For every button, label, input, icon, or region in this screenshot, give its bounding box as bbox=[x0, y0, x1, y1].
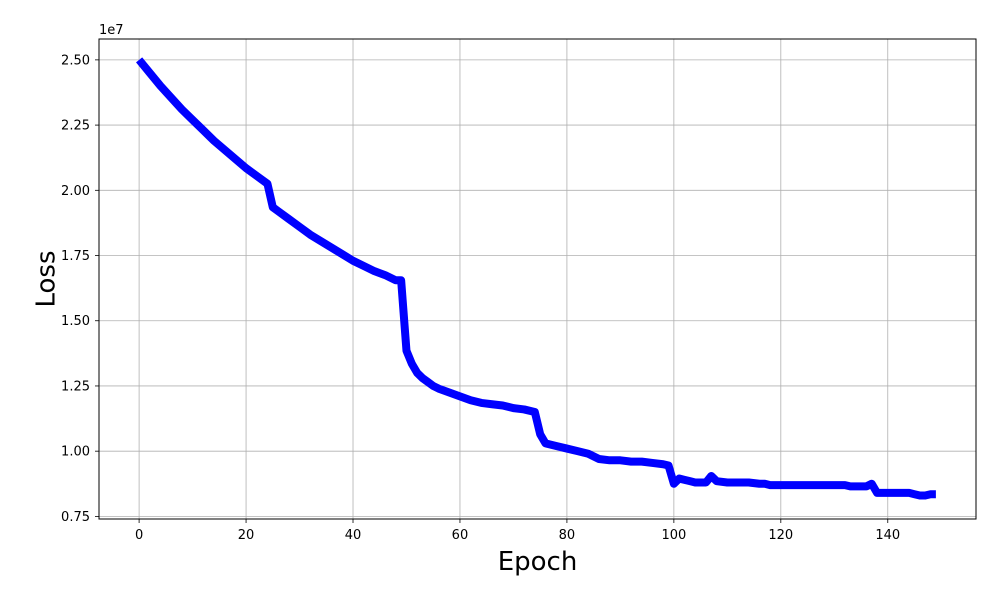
x-tick-label: 140 bbox=[875, 528, 900, 543]
y-tick-label: 2.50 bbox=[61, 53, 90, 68]
y-axis-title: Loss bbox=[32, 250, 62, 307]
y-tick-label: 2.25 bbox=[61, 119, 90, 134]
y-tick-label: 1.50 bbox=[61, 314, 90, 329]
x-axis-title: Epoch bbox=[498, 547, 578, 577]
x-tick-label: 60 bbox=[452, 528, 469, 543]
y-tick-label: 1.25 bbox=[61, 379, 90, 394]
x-tick-label: 100 bbox=[661, 528, 686, 543]
y-tick-label: 0.75 bbox=[61, 510, 90, 525]
x-tick-label: 40 bbox=[345, 528, 362, 543]
x-tick-label: 20 bbox=[238, 528, 255, 543]
x-tick-label: 80 bbox=[559, 528, 576, 543]
y-tick-label: 1.75 bbox=[61, 249, 90, 264]
plot-area-frame bbox=[98, 38, 977, 520]
grid bbox=[99, 39, 976, 519]
x-tick-label: 120 bbox=[768, 528, 793, 543]
x-tick-label: 0 bbox=[135, 528, 143, 543]
loss-series-line bbox=[136, 57, 936, 500]
y-tick-label: 2.00 bbox=[61, 184, 90, 199]
y-axis-offset-label: 1e7 bbox=[99, 23, 124, 38]
series-layer bbox=[136, 57, 936, 500]
y-tick-label: 1.00 bbox=[61, 445, 90, 460]
axis-ticks: 0 20 40 60 80 100 120 140 0.75 1.00 1.25 1.50 1.75 2.… bbox=[61, 53, 900, 543]
